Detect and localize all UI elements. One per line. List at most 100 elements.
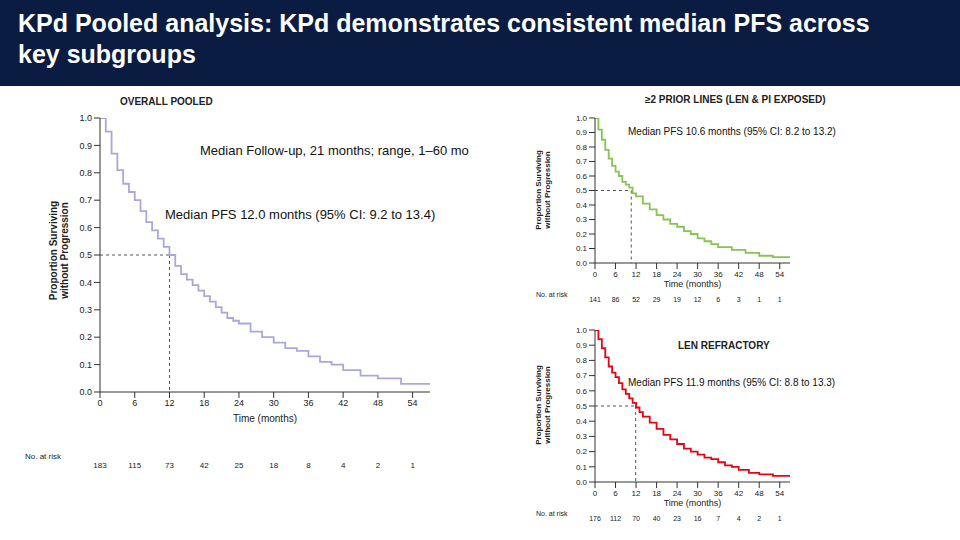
html-text:KPd Pooled analysis: KPd demon: KPd Pooled analysis: KPd demonstrates co… — [18, 9, 870, 69]
svg-text:0.6: 0.6 — [576, 172, 588, 181]
svg-text:0.2: 0.2 — [576, 447, 588, 456]
svg-text:4: 4 — [341, 461, 346, 470]
svg-text:36: 36 — [714, 270, 723, 279]
svg-text:48: 48 — [373, 398, 383, 408]
svg-text:24: 24 — [234, 398, 244, 408]
svg-text:0: 0 — [97, 398, 102, 408]
svg-text:70: 70 — [632, 515, 640, 522]
svg-text:6: 6 — [613, 489, 618, 498]
html-text:Proportion Surviving without P: Proportion Surviving without Progression — [533, 150, 551, 230]
svg-text:1: 1 — [778, 296, 782, 303]
svg-text:6: 6 — [613, 270, 618, 279]
svg-text:40: 40 — [653, 515, 661, 522]
svg-text:7: 7 — [716, 515, 720, 522]
svg-text:1.0: 1.0 — [79, 113, 92, 123]
svg-text:36: 36 — [303, 398, 313, 408]
svg-text:42: 42 — [338, 398, 348, 408]
svg-text:0.2: 0.2 — [79, 332, 92, 342]
svg-text:0.4: 0.4 — [576, 201, 588, 210]
svg-text:19: 19 — [673, 296, 681, 303]
svg-text:18: 18 — [652, 270, 661, 279]
svg-text:0.0: 0.0 — [576, 259, 588, 268]
svg-text:0.3: 0.3 — [79, 305, 92, 315]
svg-text:30: 30 — [693, 489, 702, 498]
svg-text:1: 1 — [757, 296, 761, 303]
svg-text:16: 16 — [694, 515, 702, 522]
svg-text:54: 54 — [408, 398, 418, 408]
svg-text:42: 42 — [734, 270, 743, 279]
svg-text:18: 18 — [199, 398, 209, 408]
svg-text:3: 3 — [737, 296, 741, 303]
svg-text:141: 141 — [589, 296, 601, 303]
svg-text:6: 6 — [132, 398, 137, 408]
svg-text:0.1: 0.1 — [79, 360, 92, 370]
svg-text:0.8: 0.8 — [576, 356, 588, 365]
svg-text:0.0: 0.0 — [79, 387, 92, 397]
svg-text:112: 112 — [610, 515, 621, 522]
svg-text:0.7: 0.7 — [79, 195, 92, 205]
svg-text:176: 176 — [589, 515, 601, 522]
svg-text:86: 86 — [612, 296, 620, 303]
svg-text:1: 1 — [778, 515, 782, 522]
svg-text:0.3: 0.3 — [576, 215, 588, 224]
svg-text:1.0: 1.0 — [576, 114, 588, 123]
svg-text:6: 6 — [716, 296, 720, 303]
svg-text:0.4: 0.4 — [79, 278, 92, 288]
svg-text:Time (months): Time (months) — [233, 413, 297, 424]
svg-text:8: 8 — [306, 461, 311, 470]
svg-text:42: 42 — [734, 489, 743, 498]
svg-text:0.5: 0.5 — [576, 402, 588, 411]
svg-text:18: 18 — [269, 461, 278, 470]
svg-text:115: 115 — [128, 461, 141, 470]
svg-text:0.1: 0.1 — [576, 244, 588, 253]
svg-text:0.4: 0.4 — [576, 417, 588, 426]
svg-text:0.9: 0.9 — [576, 341, 588, 350]
svg-text:18: 18 — [652, 489, 661, 498]
svg-text:0.9: 0.9 — [79, 141, 92, 151]
svg-text:54: 54 — [775, 489, 784, 498]
svg-text:0.7: 0.7 — [576, 157, 588, 166]
svg-text:0.7: 0.7 — [576, 371, 588, 380]
svg-text:1.0: 1.0 — [576, 326, 588, 335]
svg-text:42: 42 — [200, 461, 209, 470]
svg-text:0.6: 0.6 — [576, 387, 588, 396]
svg-text:0.2: 0.2 — [576, 230, 588, 239]
svg-text:12: 12 — [632, 270, 641, 279]
svg-text:183: 183 — [93, 461, 107, 470]
svg-text:12: 12 — [164, 398, 174, 408]
svg-text:0.5: 0.5 — [79, 250, 92, 260]
svg-text:36: 36 — [714, 489, 723, 498]
svg-text:29: 29 — [653, 296, 661, 303]
svg-text:48: 48 — [755, 489, 764, 498]
svg-text:24: 24 — [673, 489, 682, 498]
svg-text:0: 0 — [593, 270, 598, 279]
svg-text:0.8: 0.8 — [79, 168, 92, 178]
html-text:Proportion Surviving without P: Proportion Surviving without Progression — [47, 200, 69, 300]
svg-text:2: 2 — [757, 515, 761, 522]
svg-text:25: 25 — [234, 461, 243, 470]
svg-text:4: 4 — [737, 515, 741, 522]
svg-text:0.1: 0.1 — [576, 463, 588, 472]
html-text:Proportion Surviving without P: Proportion Surviving without Progression — [533, 365, 551, 445]
svg-text:1: 1 — [410, 461, 415, 470]
svg-text:48: 48 — [755, 270, 764, 279]
svg-text:73: 73 — [165, 461, 174, 470]
svg-text:12: 12 — [694, 296, 702, 303]
svg-text:52: 52 — [632, 296, 640, 303]
svg-text:23: 23 — [673, 515, 681, 522]
svg-text:0.5: 0.5 — [576, 186, 588, 195]
svg-text:0.9: 0.9 — [576, 128, 588, 137]
svg-text:0.8: 0.8 — [576, 143, 588, 152]
svg-text:0.0: 0.0 — [576, 478, 588, 487]
svg-text:2: 2 — [376, 461, 381, 470]
svg-text:24: 24 — [673, 270, 682, 279]
svg-text:0.6: 0.6 — [79, 223, 92, 233]
svg-text:12: 12 — [632, 489, 641, 498]
svg-text:Time (months): Time (months) — [664, 279, 722, 289]
svg-text:30: 30 — [269, 398, 279, 408]
svg-text:0.3: 0.3 — [576, 432, 588, 441]
svg-text:30: 30 — [693, 270, 702, 279]
svg-text:54: 54 — [775, 270, 784, 279]
svg-text:Time (months): Time (months) — [664, 498, 722, 508]
svg-text:0: 0 — [593, 489, 598, 498]
